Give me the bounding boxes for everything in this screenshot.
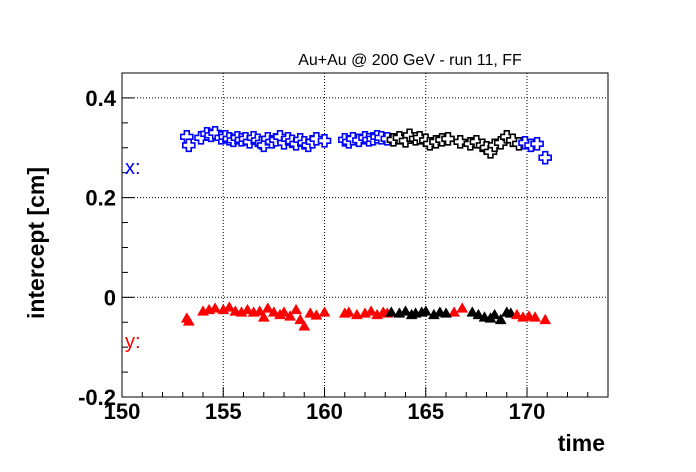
y-intercept-point (294, 313, 307, 325)
y-tick-label: 0.4 (85, 86, 116, 111)
y-axis-title: intercept [cm] (23, 167, 49, 319)
y-intercept-point (466, 306, 479, 317)
x-tick-label: 160 (306, 399, 343, 424)
y-intercept-point (448, 306, 461, 317)
y-intercept-point (318, 306, 331, 317)
x-axis-title: time (558, 430, 605, 456)
data-marks (180, 126, 553, 331)
x-intercept-point (317, 134, 332, 148)
y-intercept-point (209, 302, 222, 313)
x-intercept-point (538, 150, 553, 165)
y-intercept-point (488, 308, 501, 320)
y-intercept-point (278, 306, 290, 317)
y-tick-label: 0.2 (85, 186, 116, 211)
y-intercept-point (310, 309, 323, 320)
y-intercept-point (510, 308, 523, 320)
y-intercept-point (456, 302, 469, 313)
chart-title: Au+Au @ 200 GeV - run 11, FF (298, 52, 522, 69)
y-tick-label: -0.2 (78, 385, 116, 410)
x-intercept-point (453, 135, 468, 149)
y-intercept-point (304, 307, 317, 318)
y-intercept-point (472, 308, 485, 320)
y-intercept-point (290, 303, 303, 315)
y-intercept-point (223, 301, 236, 312)
y-intercept-point (365, 305, 378, 316)
x-intercept-point (493, 136, 508, 150)
y-intercept-point (399, 305, 412, 316)
grid (122, 73, 608, 397)
y-intercept-point (419, 305, 432, 316)
x-tick-label: 150 (104, 399, 141, 424)
x-intercept-point (530, 137, 544, 151)
y-intercept-point (253, 305, 266, 316)
x-tick-label: 155 (205, 399, 242, 424)
y-series-label: y: (125, 331, 141, 353)
y-intercept-point (494, 313, 507, 325)
y-tick-label: 0 (104, 285, 116, 310)
x-intercept-point (441, 132, 455, 146)
y-intercept-point (440, 307, 452, 318)
y-intercept-point (298, 320, 311, 331)
y-intercept-point (182, 315, 195, 326)
y-intercept-point (267, 306, 280, 317)
y-intercept-point (261, 302, 274, 313)
y-intercept-point (529, 311, 542, 322)
x-series-label: x: (125, 157, 141, 179)
x-tick-label: 170 (509, 399, 546, 424)
y-intercept-point (241, 303, 254, 315)
y-intercept-point (284, 310, 297, 321)
y-intercept-point (539, 313, 552, 325)
axes: 150 155 160 165 170 -0.2 0 0.2 0.4 (78, 72, 609, 424)
y-intercept-point (342, 306, 355, 317)
x-tick-label: 165 (407, 399, 444, 424)
x-intercept-point (309, 132, 324, 146)
y-intercept-point (257, 311, 270, 322)
y-intercept-point (385, 306, 398, 317)
x-intercept-point (182, 138, 196, 153)
y-intercept-point (350, 308, 363, 320)
